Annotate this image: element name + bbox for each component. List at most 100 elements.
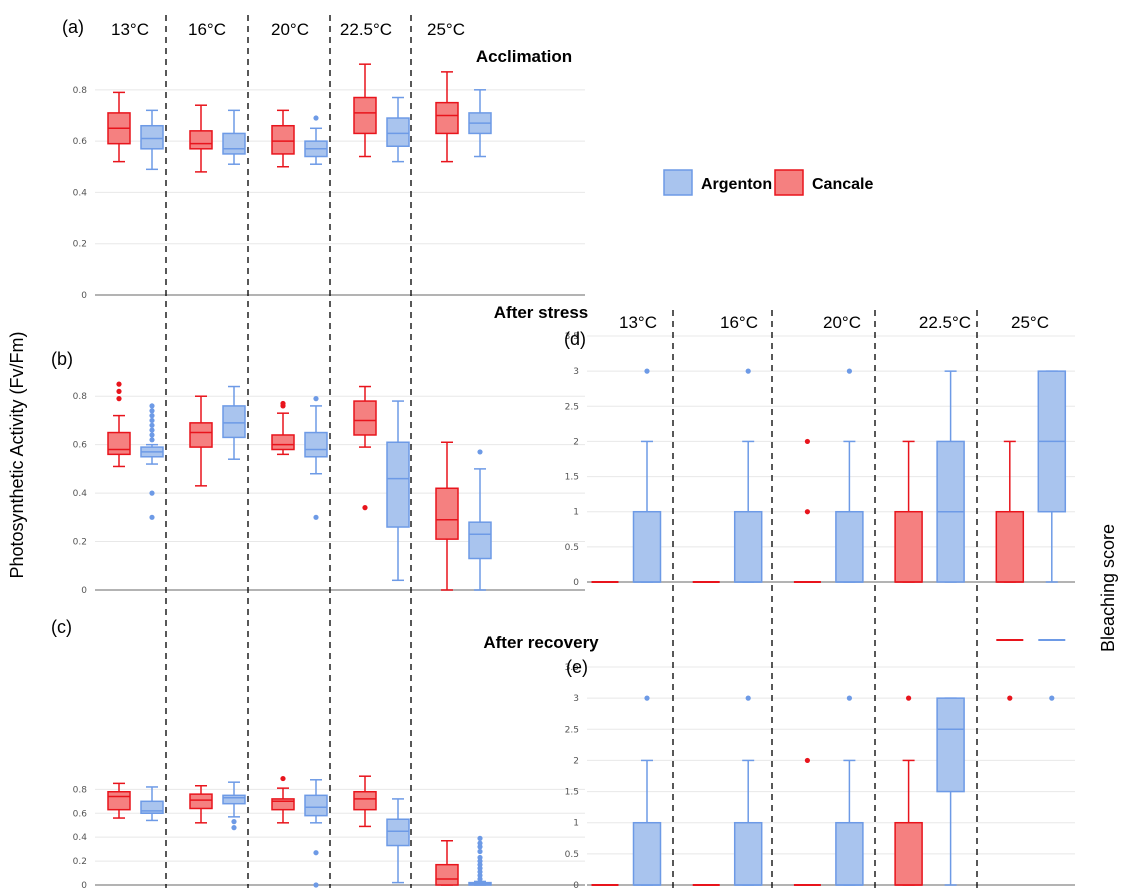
legend-swatch-argenton: [663, 169, 693, 196]
box-argenton-1: [222, 385, 246, 460]
box-argenton-0: [140, 403, 164, 520]
box-argenton-4: [1038, 639, 1066, 701]
panel-b: 0 0.2 0.4 0.6 0.8 (b) After stress: [51, 303, 588, 596]
y-tick-label: 3.5: [565, 663, 579, 673]
outlier-point: [313, 882, 319, 888]
box-rect: [222, 132, 246, 155]
y-tick-label: 1: [573, 819, 579, 829]
y-tick-label: 0.2: [73, 538, 87, 548]
box-rect: [435, 487, 459, 540]
y-tick-label: 2: [573, 437, 579, 447]
box-cancale-4: [996, 639, 1024, 701]
overlay: [165, 15, 978, 888]
y-tick-label: 0.8: [73, 392, 88, 402]
y-tick-label: 2: [573, 756, 579, 766]
panel-d: 0 0.5 1 1.5 2 2.5 3 3.5(d) 13°C 16°C 20°C 22.5°C 25°…: [564, 313, 1075, 588]
box-rect: [632, 510, 662, 583]
box-argenton-0: [140, 109, 164, 171]
panel-a: 0 0.2 0.4 0.6 0.8 (a) Acclimation 13°C 16°C 20°C 2…: [62, 17, 585, 301]
outlier-point: [477, 844, 483, 850]
outlier-point: [477, 865, 483, 871]
box-rect: [632, 821, 662, 886]
box-rect: [894, 510, 923, 583]
box-argenton-3: [386, 96, 410, 163]
box-argenton-2: [835, 695, 864, 886]
outlier-point: [149, 490, 155, 496]
box-cancale-2: [271, 109, 295, 168]
outlier-point: [149, 437, 155, 443]
category-header: 25°C: [1011, 313, 1049, 332]
box-argenton-1: [222, 781, 246, 831]
box-rect: [936, 697, 965, 793]
outlier-point: [477, 848, 483, 855]
box-rect: [222, 794, 246, 805]
y-tick-label: 0.5: [565, 543, 579, 553]
box-cancale-1: [189, 395, 213, 487]
y-tick-label: 0.8: [73, 785, 88, 795]
y-tick-label: 0: [81, 881, 87, 890]
box-rect: [835, 821, 864, 886]
outlier-point: [149, 427, 155, 433]
outlier-point: [149, 514, 155, 520]
box-cancale-0: [107, 381, 131, 468]
box-rect: [189, 130, 213, 150]
box-rect: [468, 521, 492, 560]
box-rect: [386, 441, 410, 528]
panel-label: (b): [51, 349, 73, 369]
box-argenton-3: [936, 370, 965, 583]
outlier-point: [362, 505, 368, 511]
panel-title: Acclimation: [476, 47, 572, 66]
category-header: 16°C: [188, 20, 226, 39]
box-rect: [271, 434, 295, 451]
outlier-point: [644, 695, 650, 701]
panel-label: (a): [62, 17, 84, 37]
box-argenton-3: [386, 400, 410, 582]
box-rect: [222, 405, 246, 439]
box-cancale-3: [353, 385, 377, 511]
outlier-point: [745, 695, 751, 701]
outlier-point: [149, 413, 155, 419]
box-cancale-2: [793, 757, 821, 886]
legend: Argenton Cancale: [663, 169, 873, 196]
box-argenton-4: [468, 835, 492, 886]
category-header: 20°C: [823, 313, 861, 332]
y-tick-label: 3: [573, 694, 579, 704]
outlier-point: [906, 695, 912, 701]
outlier-point: [280, 400, 286, 407]
box-cancale-0: [107, 782, 131, 819]
box-argenton-1: [733, 368, 763, 583]
y-tick-label: 3.5: [565, 332, 579, 342]
box-rect: [304, 794, 328, 817]
box-rect: [435, 101, 459, 135]
box-cancale-2: [793, 438, 821, 583]
box-rect: [995, 510, 1025, 583]
box-rect: [140, 800, 164, 815]
y-tick-label: 1.5: [565, 473, 579, 483]
y-tick-label: 0.5: [565, 850, 579, 860]
category-header: 22.5°C: [919, 313, 971, 332]
box-argenton-2: [835, 368, 864, 583]
y-tick-label: 0.2: [73, 857, 87, 867]
outlier-point: [804, 438, 811, 445]
outlier-point: [804, 509, 811, 515]
box-rect: [189, 793, 213, 810]
panel-c: 0 0.2 0.4 0.6 0.8 (c) After recovery: [51, 617, 599, 890]
box-cancale-3: [353, 775, 377, 828]
y-tick-label: 0.4: [73, 489, 88, 499]
outlier-point: [477, 876, 483, 882]
panel-title: After stress: [494, 303, 589, 322]
box-cancale-4: [435, 71, 459, 163]
panel-label: (e): [566, 657, 588, 677]
y-tick-label: 2.5: [565, 402, 579, 412]
y-label-right: Bleaching score: [1098, 524, 1118, 652]
box-rect: [435, 863, 459, 886]
box-argenton-0: [632, 695, 662, 886]
y-tick-label: 0: [573, 881, 579, 890]
category-header: 20°C: [271, 20, 309, 39]
box-rect: [386, 818, 410, 847]
box-rect: [353, 400, 377, 436]
box-rect: [271, 124, 295, 155]
outlier-point: [116, 381, 122, 387]
outlier-point: [477, 862, 483, 868]
y-tick-label: 0.8: [73, 86, 88, 96]
